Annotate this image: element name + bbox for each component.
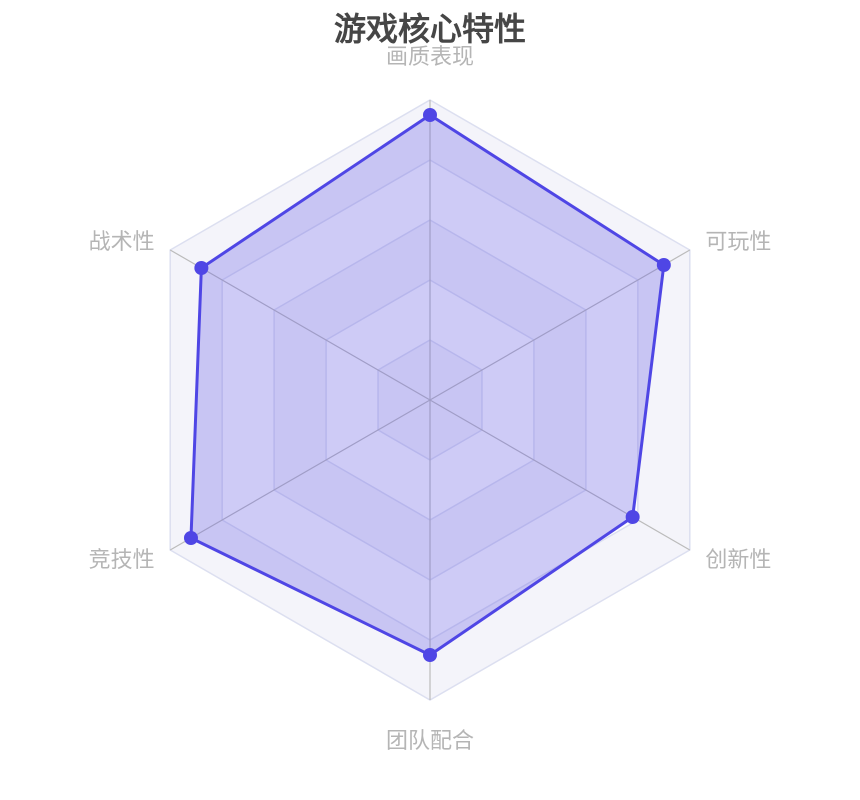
data-point [194, 261, 209, 275]
chart-title: 游戏核心特性 [333, 10, 526, 48]
axis-line [169, 249, 431, 401]
axis-line [429, 249, 691, 401]
data-point [423, 108, 437, 122]
axis-line [429, 399, 691, 551]
indicator-label: 竞技性 [89, 548, 155, 573]
indicator-label: 画质表现 [386, 45, 474, 70]
indicator-label: 战术性 [89, 230, 155, 255]
indicator-label: 团队配合 [386, 729, 474, 754]
indicator-label: 可玩性 [705, 230, 771, 255]
data-point [423, 648, 437, 662]
data-point [656, 258, 671, 272]
indicator-label: 创新性 [705, 548, 771, 573]
data-point [183, 531, 198, 545]
data-point [625, 510, 640, 524]
axis-line [169, 399, 431, 551]
